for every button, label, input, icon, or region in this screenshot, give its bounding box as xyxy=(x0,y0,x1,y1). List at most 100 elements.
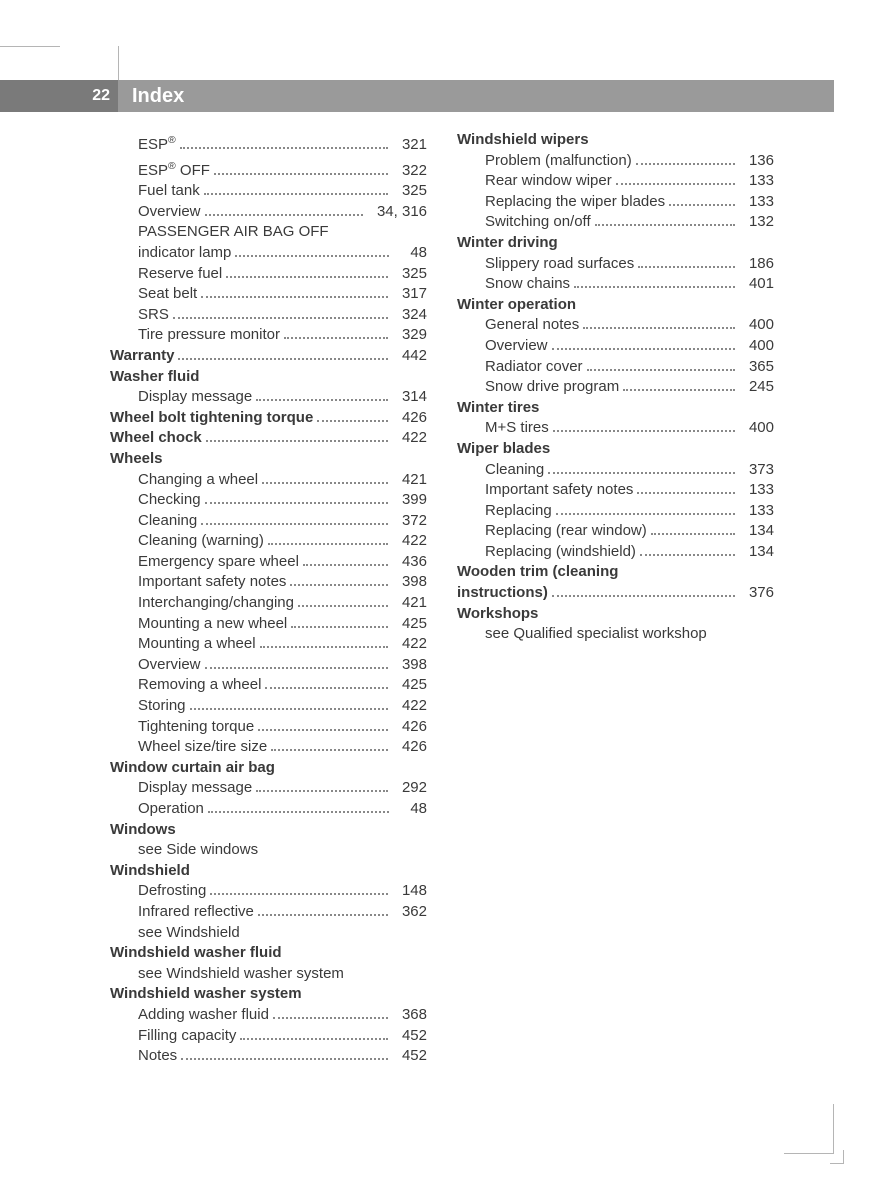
index-label: ESP® xyxy=(138,130,176,156)
index-content: ESP® 321ESP® OFF322Fuel tank 325 Overview 34… xyxy=(110,130,774,1110)
index-label: Windows xyxy=(110,820,176,841)
leader-dots xyxy=(208,811,389,813)
leader-dots xyxy=(298,605,388,607)
index-label: Winter driving xyxy=(457,233,558,254)
index-row: Cleaning373 xyxy=(457,460,774,481)
leader-dots xyxy=(595,224,735,226)
leader-dots xyxy=(271,749,388,751)
leader-dots xyxy=(317,420,388,422)
index-label: Cleaning (warning) xyxy=(138,531,264,552)
index-page-ref: 401 xyxy=(739,274,774,295)
page-number: 22 xyxy=(0,80,118,112)
index-page-ref: 292 xyxy=(392,778,427,799)
index-row: see Qualified specialist workshop xyxy=(457,624,774,645)
index-label: Important safety notes xyxy=(138,572,286,593)
index-label: see Side windows xyxy=(138,840,258,861)
index-label: ESP® OFF xyxy=(138,156,210,182)
top-crop-rule xyxy=(0,46,60,47)
leader-dots xyxy=(226,276,388,278)
index-page-ref: 133 xyxy=(739,171,774,192)
leader-dots xyxy=(265,687,388,689)
index-row: Wheel bolt tightening torque426 xyxy=(110,408,427,429)
index-row: Checking399 xyxy=(110,490,427,511)
index-row: ESP® OFF322 xyxy=(110,156,427,182)
leader-dots xyxy=(552,348,735,350)
index-label: Windshield washer system xyxy=(110,984,302,1005)
index-label: Snow chains xyxy=(485,274,570,295)
index-label: Cleaning xyxy=(138,511,197,532)
index-row: Rear window wiper 133 xyxy=(457,171,774,192)
index-page-ref: 324 xyxy=(392,305,427,326)
index-row: Winter driving xyxy=(457,233,774,254)
index-page-ref: 436 xyxy=(392,552,427,573)
index-page-ref: 421 xyxy=(392,470,427,491)
index-label: Windshield washer fluid xyxy=(110,943,282,964)
index-page-ref: 398 xyxy=(392,655,427,676)
leader-dots xyxy=(240,1038,388,1040)
index-row: instructions)376 xyxy=(457,583,774,604)
index-page-ref: 425 xyxy=(392,614,427,635)
index-label: Emergency spare wheel xyxy=(138,552,299,573)
right-column: Windshield wipersProblem (malfunction)13… xyxy=(457,130,774,1110)
index-page-ref: 34, 316 xyxy=(367,202,427,223)
index-page-ref: 400 xyxy=(739,315,774,336)
index-page-ref: 426 xyxy=(392,717,427,738)
leader-dots xyxy=(258,914,388,916)
index-label: Mounting a wheel xyxy=(138,634,256,655)
index-row: Display message314 xyxy=(110,387,427,408)
leader-dots xyxy=(190,708,388,710)
leader-dots xyxy=(552,595,735,597)
index-row: Reserve fuel325 xyxy=(110,264,427,285)
index-row: Changing a wheel421 xyxy=(110,470,427,491)
index-row: Replacing133 xyxy=(457,501,774,522)
index-page-ref: 373 xyxy=(739,460,774,481)
index-label: Tightening torque xyxy=(138,717,254,738)
index-page-ref: 399 xyxy=(392,490,427,511)
index-row: Display message292 xyxy=(110,778,427,799)
leader-dots xyxy=(181,1058,388,1060)
index-row: Mounting a wheel422 xyxy=(110,634,427,655)
crop-mark-br xyxy=(784,1104,834,1154)
leader-dots xyxy=(256,790,388,792)
index-label: Important safety notes xyxy=(485,480,633,501)
index-page-ref: 132 xyxy=(739,212,774,233)
index-label: Wheel chock xyxy=(110,428,202,449)
index-label: Notes xyxy=(138,1046,177,1067)
index-label: Filling capacity xyxy=(138,1026,236,1047)
index-row: ESP® 321 xyxy=(110,130,427,156)
index-row: Wheel size/tire size426 xyxy=(110,737,427,758)
index-label: Fuel tank xyxy=(138,181,200,202)
leader-dots xyxy=(574,286,735,288)
index-label: Washer fluid xyxy=(110,367,199,388)
index-label: Mounting a new wheel xyxy=(138,614,287,635)
index-row: Winter tires xyxy=(457,398,774,419)
index-page-ref: 426 xyxy=(392,737,427,758)
index-label: Replacing (windshield) xyxy=(485,542,636,563)
index-page-ref: 442 xyxy=(392,346,427,367)
index-label: Rear window wiper xyxy=(485,171,612,192)
index-row: see Windshield xyxy=(110,923,427,944)
index-row: Wooden trim (cleaning xyxy=(457,562,774,583)
index-page-ref: 422 xyxy=(392,696,427,717)
index-row: Tightening torque 426 xyxy=(110,717,427,738)
index-page-ref: 133 xyxy=(739,501,774,522)
index-page-ref: 325 xyxy=(392,181,427,202)
index-label: Winter operation xyxy=(457,295,576,316)
index-label: Windshield xyxy=(110,861,190,882)
leader-dots xyxy=(583,327,735,329)
index-page-ref: 425 xyxy=(392,675,427,696)
leader-dots xyxy=(587,369,735,371)
index-page-ref: 321 xyxy=(392,135,427,156)
index-row: Fuel tank 325 xyxy=(110,181,427,202)
index-row: see Side windows xyxy=(110,840,427,861)
index-row: Adding washer fluid368 xyxy=(110,1005,427,1026)
vertical-crop-rule xyxy=(118,46,119,80)
index-row: Removing a wheel425 xyxy=(110,675,427,696)
index-label: Slippery road surfaces xyxy=(485,254,634,275)
index-label: see Qualified specialist workshop xyxy=(485,624,707,645)
index-row: Windshield xyxy=(110,861,427,882)
leader-dots xyxy=(638,266,735,268)
index-row: SRS324 xyxy=(110,305,427,326)
index-row: Window curtain air bag xyxy=(110,758,427,779)
index-label: Overview xyxy=(485,336,548,357)
